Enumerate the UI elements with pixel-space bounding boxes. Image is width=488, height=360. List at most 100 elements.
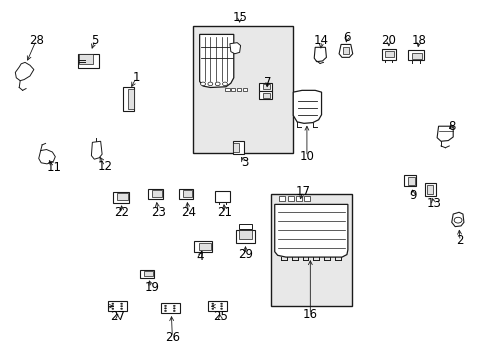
Circle shape bbox=[222, 82, 227, 86]
Bar bbox=[232, 143, 238, 152]
Bar bbox=[193, 241, 212, 252]
Circle shape bbox=[112, 308, 114, 310]
Bar bbox=[426, 185, 432, 194]
Text: 15: 15 bbox=[232, 12, 246, 24]
Circle shape bbox=[211, 306, 213, 307]
Bar bbox=[262, 93, 270, 98]
Polygon shape bbox=[314, 47, 326, 62]
Text: 2: 2 bbox=[455, 234, 463, 247]
Bar bbox=[79, 54, 93, 64]
Bar bbox=[259, 91, 271, 99]
Bar bbox=[208, 301, 226, 311]
Bar bbox=[411, 53, 422, 59]
Bar bbox=[128, 89, 134, 109]
Text: 18: 18 bbox=[411, 34, 426, 48]
Circle shape bbox=[121, 303, 122, 305]
Bar bbox=[108, 301, 127, 311]
Text: 1: 1 bbox=[132, 71, 140, 84]
Text: 16: 16 bbox=[302, 308, 317, 321]
Circle shape bbox=[215, 82, 220, 86]
Text: 9: 9 bbox=[408, 189, 416, 202]
Text: 8: 8 bbox=[447, 120, 454, 133]
Circle shape bbox=[112, 303, 114, 305]
Circle shape bbox=[220, 306, 222, 307]
Circle shape bbox=[121, 306, 122, 307]
Circle shape bbox=[200, 82, 205, 86]
Text: 29: 29 bbox=[238, 248, 252, 261]
Bar bbox=[259, 83, 271, 91]
Circle shape bbox=[121, 308, 122, 310]
Circle shape bbox=[173, 308, 175, 309]
Bar bbox=[262, 84, 270, 89]
Polygon shape bbox=[199, 35, 233, 87]
Circle shape bbox=[211, 303, 213, 305]
Bar bbox=[117, 193, 128, 200]
Circle shape bbox=[164, 305, 166, 307]
Text: 19: 19 bbox=[144, 281, 159, 294]
Text: 6: 6 bbox=[343, 31, 350, 44]
Polygon shape bbox=[338, 44, 352, 57]
Bar bbox=[238, 230, 252, 239]
Text: 24: 24 bbox=[181, 207, 196, 220]
Bar bbox=[140, 270, 154, 278]
Text: 10: 10 bbox=[299, 150, 314, 163]
Text: 11: 11 bbox=[47, 161, 61, 174]
Bar bbox=[161, 303, 179, 314]
Circle shape bbox=[211, 308, 213, 310]
Circle shape bbox=[164, 308, 166, 309]
Polygon shape bbox=[91, 141, 102, 159]
Bar bbox=[381, 49, 395, 59]
Text: 27: 27 bbox=[110, 310, 125, 324]
Bar bbox=[237, 88, 241, 91]
Bar bbox=[231, 88, 235, 91]
Text: 3: 3 bbox=[240, 156, 248, 169]
Circle shape bbox=[207, 82, 212, 86]
Polygon shape bbox=[39, 149, 55, 164]
Circle shape bbox=[453, 217, 461, 223]
Text: 13: 13 bbox=[426, 197, 440, 210]
Bar bbox=[183, 190, 191, 197]
Text: 5: 5 bbox=[91, 33, 98, 47]
Text: 20: 20 bbox=[381, 34, 395, 48]
Bar bbox=[239, 225, 251, 229]
Polygon shape bbox=[15, 62, 34, 81]
Bar bbox=[425, 183, 435, 195]
Bar bbox=[225, 88, 229, 91]
Text: 26: 26 bbox=[164, 330, 180, 343]
Bar bbox=[152, 190, 161, 197]
Bar bbox=[199, 243, 211, 250]
Bar bbox=[296, 196, 302, 201]
Bar bbox=[232, 141, 243, 154]
Circle shape bbox=[173, 310, 175, 312]
Polygon shape bbox=[451, 212, 463, 226]
Bar bbox=[193, 26, 293, 153]
Text: 17: 17 bbox=[295, 185, 310, 198]
Bar bbox=[78, 54, 99, 68]
Bar bbox=[304, 196, 309, 201]
Polygon shape bbox=[293, 90, 321, 123]
Bar bbox=[235, 230, 255, 243]
Bar bbox=[123, 87, 134, 111]
Text: 14: 14 bbox=[313, 34, 328, 48]
Bar bbox=[271, 194, 351, 306]
Text: 21: 21 bbox=[217, 207, 232, 220]
Circle shape bbox=[164, 310, 166, 312]
Bar bbox=[243, 88, 246, 91]
Circle shape bbox=[112, 306, 114, 307]
Text: 28: 28 bbox=[29, 33, 43, 47]
Circle shape bbox=[220, 303, 222, 305]
Text: 7: 7 bbox=[264, 76, 271, 89]
Bar bbox=[144, 271, 153, 276]
Text: 22: 22 bbox=[114, 207, 129, 220]
Text: 12: 12 bbox=[97, 160, 112, 173]
Bar bbox=[113, 192, 129, 203]
Bar bbox=[148, 189, 162, 199]
Text: 4: 4 bbox=[196, 249, 203, 262]
Circle shape bbox=[220, 308, 222, 310]
Bar bbox=[407, 177, 414, 185]
Text: 23: 23 bbox=[150, 207, 165, 220]
Polygon shape bbox=[274, 204, 347, 257]
Circle shape bbox=[173, 305, 175, 307]
Polygon shape bbox=[436, 126, 452, 141]
Bar bbox=[279, 196, 285, 201]
